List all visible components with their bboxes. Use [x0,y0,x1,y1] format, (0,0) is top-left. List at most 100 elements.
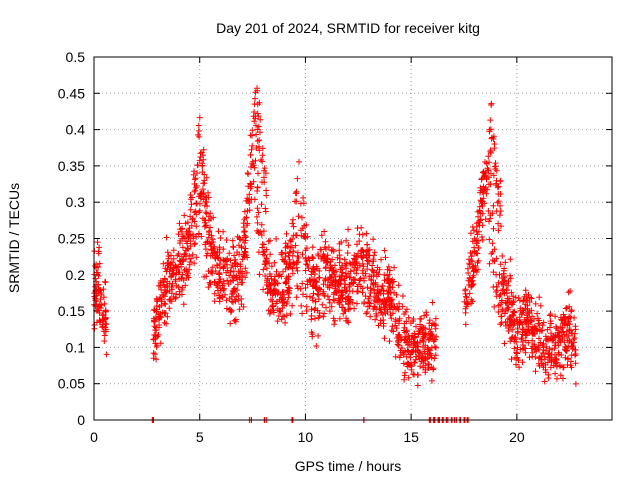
data-point [244,170,251,176]
data-point [289,302,296,309]
data-point [97,305,104,311]
data-point [488,250,495,257]
data-point [512,294,519,301]
data-point [150,350,157,357]
data-point [287,310,294,317]
data-point [571,314,578,321]
data-point [487,212,494,219]
data-point [96,317,103,324]
y-tick-label: 0.4 [66,122,86,138]
data-point [273,287,280,294]
data-point [519,309,526,316]
data-point [330,315,337,322]
data-point [341,277,348,284]
data-point [202,209,209,216]
data-point [297,200,304,207]
data-point [292,198,298,205]
data-point [523,318,530,325]
data-point [159,291,166,298]
data-point [563,344,570,351]
data-point [528,345,535,352]
data-point [242,265,249,272]
data-point [343,287,350,294]
data-point [516,318,523,325]
data-point [197,200,203,207]
data-point [199,163,206,169]
data-point [500,270,507,277]
data-point [256,143,262,150]
data-point [303,245,310,252]
data-point [568,330,575,337]
data-point [392,353,399,360]
x-tick-label: 10 [298,429,314,445]
data-point [158,286,165,293]
data-point [308,316,315,323]
data-point [349,259,356,266]
data-point [299,251,306,258]
data-point [568,352,575,359]
data-point [431,343,438,350]
data-point [517,305,524,312]
data-point [250,178,257,185]
data-point [572,326,579,333]
data-point [330,248,337,255]
data-point [490,225,497,232]
data-point [536,294,543,301]
data-point [319,301,326,308]
data-point [485,181,492,188]
data-point [361,275,368,281]
data-point [432,322,439,329]
data-point [480,174,487,181]
data-point [535,320,542,327]
data-point [150,336,157,343]
data-point [412,344,419,351]
data-point [162,301,169,308]
data-point [511,317,518,324]
data-point [467,230,474,237]
data-point [322,275,329,282]
data-point [513,349,520,356]
data-point [330,296,337,303]
data-point [536,317,543,324]
data-point [345,226,352,233]
data-point [482,185,489,191]
data-point [485,208,492,214]
data-point [471,235,478,242]
data-point [345,242,352,249]
data-point [227,278,234,285]
data-point [414,382,421,389]
data-point [271,259,278,266]
data-point [489,240,496,247]
data-point [419,353,426,359]
data-point [189,251,196,258]
data-point [535,342,542,349]
data-point [230,273,237,280]
data-point [475,213,482,220]
data-point [413,323,419,330]
data-point [399,293,406,299]
data-point [237,236,243,243]
data-point [338,239,345,246]
data-point [380,287,387,294]
data-point [259,158,266,165]
data-point [265,238,272,245]
data-point [202,246,209,253]
data-point [370,258,377,265]
data-point [255,209,262,216]
data-point [359,289,366,296]
data-point [220,287,227,293]
data-point [504,306,511,313]
data-point [211,298,218,305]
data-point [568,307,575,314]
data-point [290,248,297,255]
data-point [516,364,523,371]
data-point [279,313,286,320]
data-point [466,282,472,288]
data-point [497,321,504,328]
data-point [227,269,234,275]
data-point [192,175,199,182]
data-point [203,239,210,246]
data-point [321,228,328,235]
data-point [164,259,171,266]
data-point [494,199,501,206]
